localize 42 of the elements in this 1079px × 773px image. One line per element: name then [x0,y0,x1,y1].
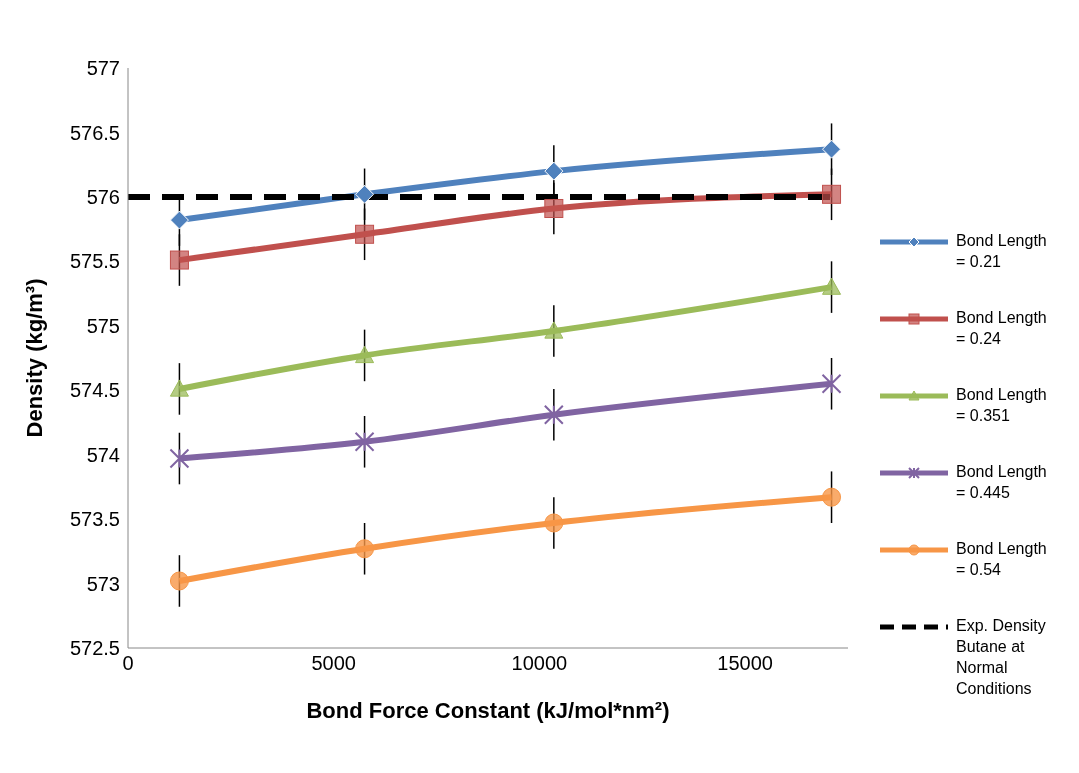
legend-label: Bond Length = 0.24 [956,308,1048,349]
point [169,571,189,591]
y-tick-label: 572.5 [69,637,120,660]
point [822,277,842,295]
x-axis-title: Bond Force Constant (kJ/mol*nm²) [306,698,670,723]
point [822,184,842,204]
point [355,345,375,364]
y-tick-label: 577 [86,57,120,80]
point [544,198,564,218]
point [355,224,375,244]
point [544,513,564,533]
legend-label: Bond Length = 0.21 [956,231,1048,272]
point [821,373,842,394]
legend-label: Bond Length = 0.445 [956,462,1048,503]
point [544,161,564,181]
y-tick-label: 576 [86,185,120,208]
legend-label: Bond Length = 0.54 [956,539,1048,580]
point [544,321,564,339]
point [169,250,189,270]
y-tick-label: 575.5 [69,250,120,273]
y-tick-label: 573.5 [69,508,120,531]
point [169,448,190,469]
point [354,431,375,452]
y-tick-label: 573 [86,572,120,595]
y-tick-label: 574 [86,443,120,466]
point [355,539,375,559]
x-tick-label: 15000 [717,652,773,675]
y-tick-label: 575 [86,314,120,337]
y-axis-title: Density (kg/m³) [21,278,47,438]
point [822,139,842,159]
point [822,487,842,507]
x-tick-label: 5000 [311,652,356,675]
point [355,184,375,204]
point [169,210,189,230]
legend-label: Exp. Density Butane at Normal Conditions [956,616,1047,699]
point [169,379,189,397]
x-tick-label: 0 [122,652,134,675]
point [543,404,564,425]
y-tick-label: 576.5 [69,121,120,144]
legend-label: Bond Length = 0.351 [956,385,1048,426]
x-tick-label: 10000 [511,652,568,675]
y-tick-label: 574.5 [69,379,120,402]
